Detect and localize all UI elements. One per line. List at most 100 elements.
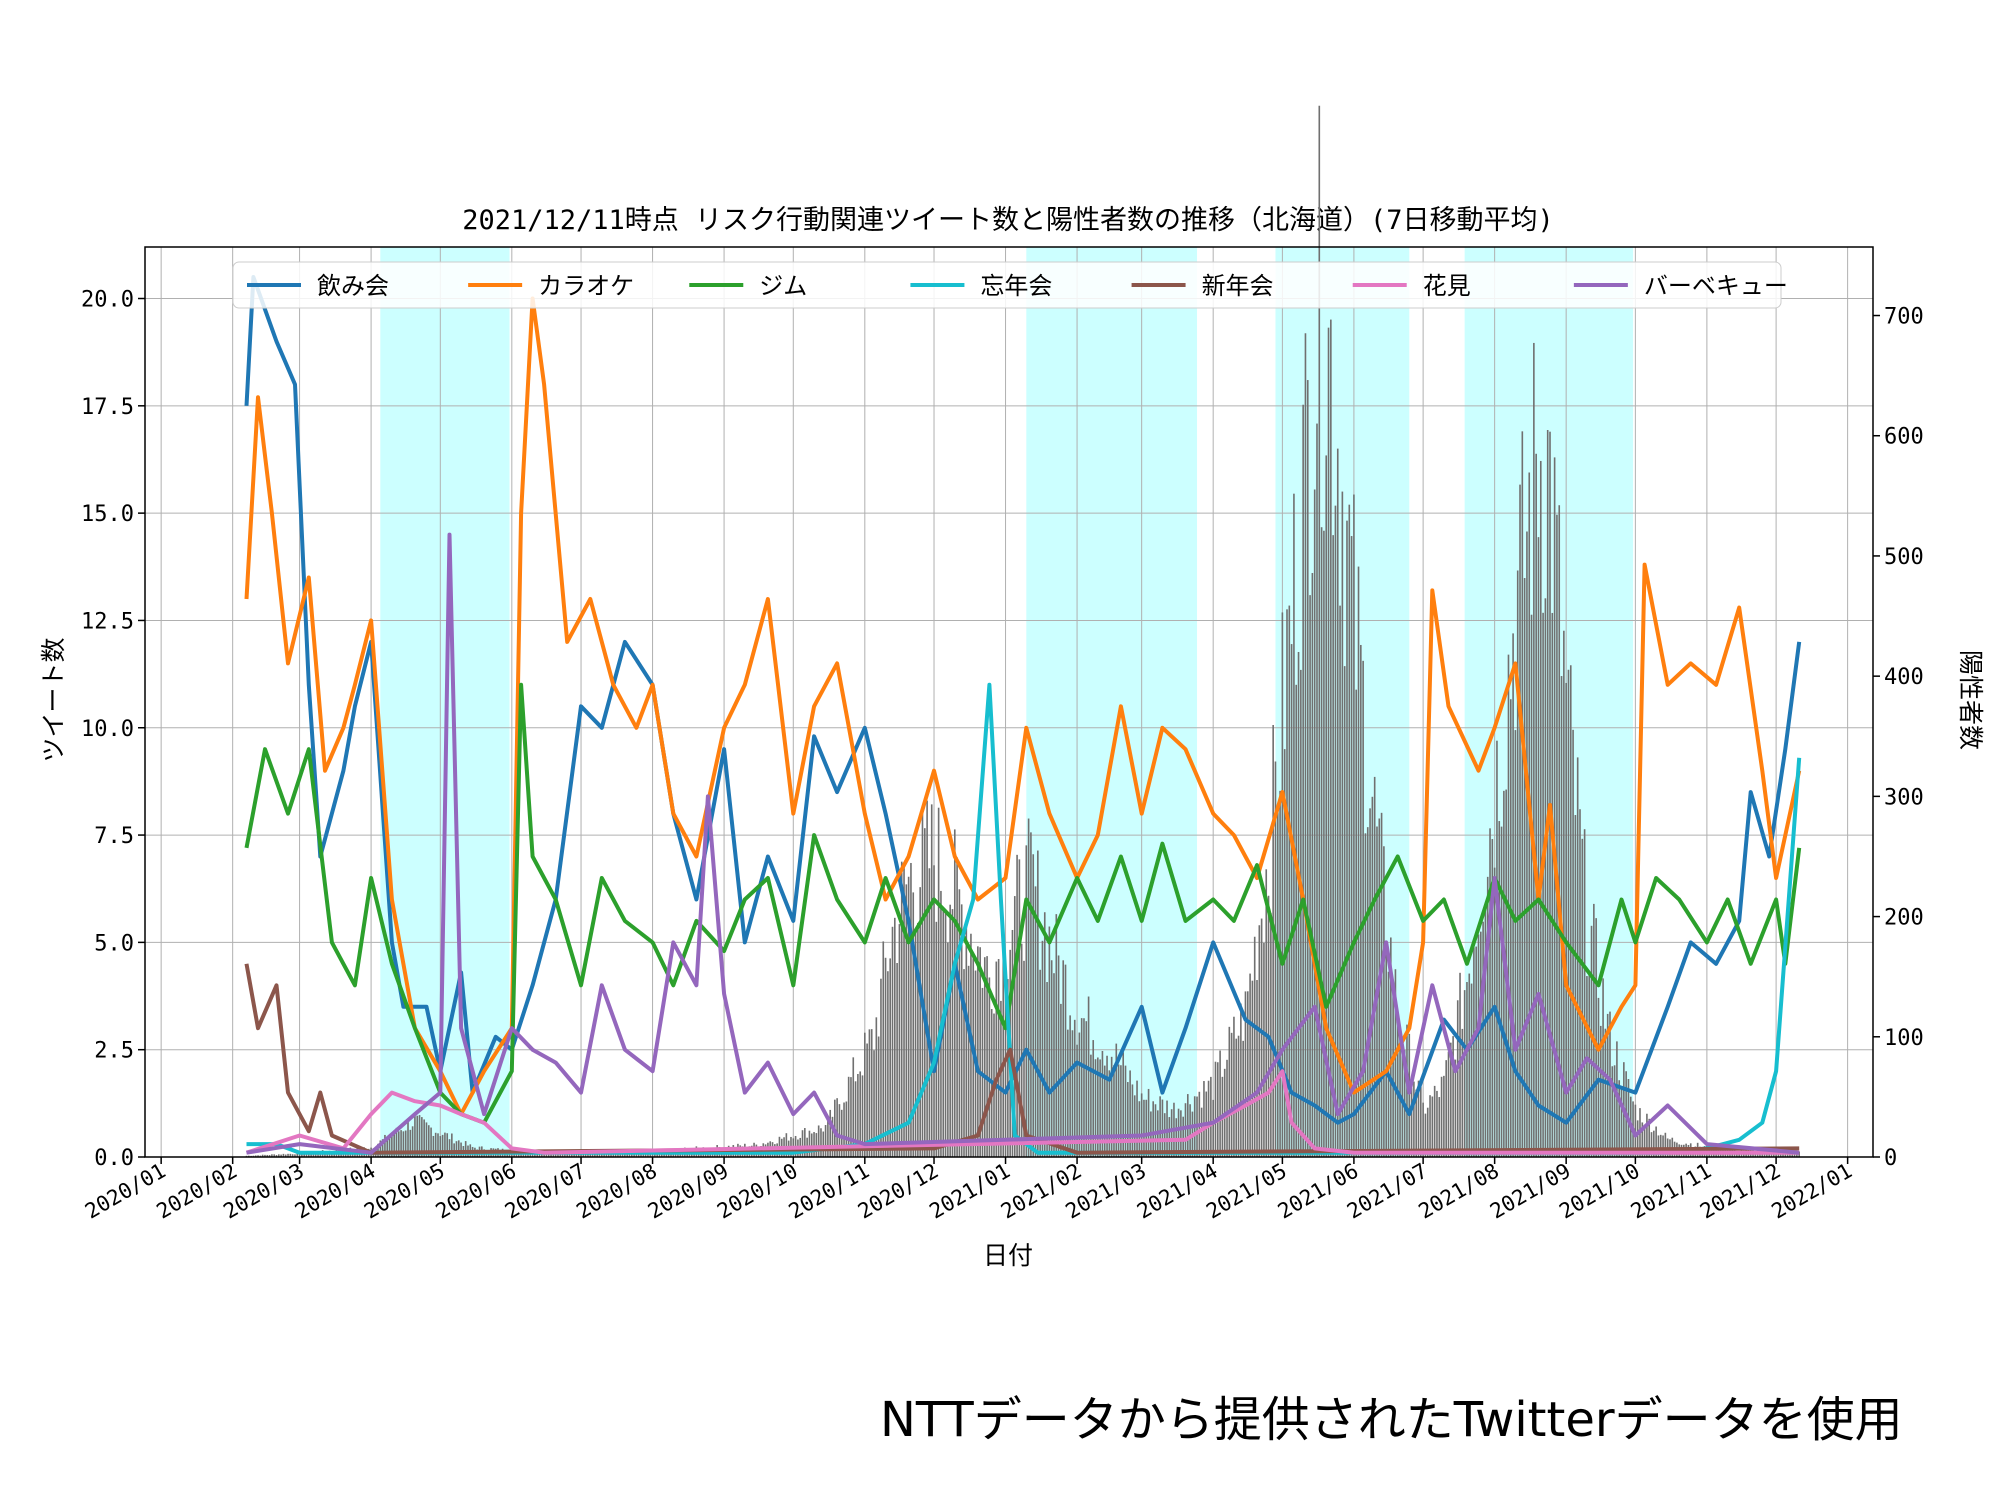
positives-bar	[1408, 1033, 1411, 1157]
positives-bar	[979, 947, 981, 1157]
positives-bar	[1288, 605, 1291, 1157]
positives-bar	[464, 1141, 467, 1157]
positives-bar	[1569, 665, 1572, 1157]
positives-bar	[446, 1133, 449, 1157]
positives-bar	[912, 892, 915, 1157]
legend-label: 花見	[1423, 272, 1471, 300]
positives-bar	[1415, 1089, 1418, 1157]
positives-bar	[254, 1155, 257, 1157]
positives-bar	[1581, 838, 1584, 1157]
positives-bar	[896, 963, 898, 1157]
legend-label: 飲み会	[317, 272, 389, 300]
positives-bar	[1235, 1038, 1238, 1157]
positives-bar	[875, 1017, 878, 1157]
positives-bar	[1127, 1082, 1129, 1157]
positives-bar	[397, 1131, 400, 1157]
positives-bar	[1648, 1118, 1651, 1157]
positives-bar	[850, 1077, 852, 1157]
positives-bar	[536, 1153, 539, 1157]
plot-area: 2020/012020/022020/032020/042020/052020/…	[81, 105, 1924, 1224]
positives-bar	[377, 1143, 379, 1157]
positives-bar	[294, 1154, 296, 1157]
positives-bar	[1383, 846, 1385, 1157]
positives-bar	[1519, 484, 1521, 1157]
positives-bar	[1542, 612, 1544, 1157]
positives-bar	[1611, 1066, 1614, 1157]
positives-bar	[1551, 612, 1554, 1157]
positives-bar	[1207, 1080, 1210, 1157]
positives-bar	[910, 862, 912, 1157]
positives-bar	[1662, 1135, 1664, 1157]
positives-bar	[1267, 895, 1270, 1157]
positives-bar	[1466, 982, 1468, 1157]
x-tick-label: 2020/08	[572, 1159, 661, 1224]
positives-bar	[388, 1136, 391, 1157]
positives-bar	[598, 1152, 601, 1157]
positives-bar	[1016, 854, 1018, 1157]
positives-bar	[421, 1117, 423, 1157]
positives-bar	[1514, 730, 1517, 1157]
positives-bar	[1574, 815, 1577, 1157]
positives-bar	[437, 1133, 439, 1157]
positives-bar	[1013, 896, 1016, 1157]
positives-bar	[1530, 614, 1533, 1157]
positives-bar	[1180, 1110, 1182, 1157]
positives-bar	[1002, 931, 1005, 1157]
x-tick-label: 2021/07	[1343, 1159, 1432, 1224]
positives-bar	[1037, 850, 1039, 1157]
positives-bar	[905, 884, 908, 1157]
positives-bar	[1327, 327, 1330, 1158]
positives-bar	[1087, 996, 1090, 1157]
y-tick-label: 15.0	[81, 502, 134, 527]
positives-bar	[808, 1130, 811, 1157]
positives-bar	[1020, 943, 1023, 1157]
positives-bar	[1544, 598, 1547, 1157]
x-tick-label: 2022/01	[1767, 1159, 1856, 1224]
positives-bar	[1657, 1135, 1660, 1157]
y2-tick-label: 100	[1884, 1026, 1924, 1051]
positives-bar	[1276, 810, 1279, 1157]
y2-tick-label: 500	[1884, 545, 1924, 570]
positives-bar	[1336, 448, 1339, 1157]
positives-bar	[1057, 955, 1060, 1157]
positives-bar	[1330, 319, 1332, 1157]
y2-tick-label: 0	[1884, 1146, 1897, 1171]
positives-bar	[587, 1153, 589, 1157]
positives-bar	[801, 1130, 804, 1157]
positives-bar	[1436, 1090, 1438, 1157]
positives-bar	[1083, 1018, 1085, 1157]
positives-bar	[534, 1152, 536, 1157]
positives-bar	[1046, 982, 1048, 1157]
series-line-year-end-party	[246, 682, 1802, 1155]
positives-bar	[1073, 1019, 1076, 1157]
positives-bar	[1133, 1095, 1136, 1157]
positives-bar	[430, 1127, 432, 1157]
positives-bar	[824, 1125, 827, 1157]
positives-bar	[1170, 1109, 1173, 1157]
positives-bar	[785, 1133, 788, 1157]
positives-bar	[400, 1130, 402, 1157]
positives-bar	[1000, 1000, 1002, 1157]
positives-bar	[386, 1139, 389, 1157]
positives-bar	[829, 1109, 832, 1157]
positives-bar	[1161, 1099, 1164, 1157]
positives-bar	[1316, 423, 1318, 1157]
positives-bar	[831, 1116, 834, 1157]
positives-bar	[840, 1109, 843, 1157]
positives-bar	[873, 1050, 875, 1157]
positives-bar	[1147, 1088, 1150, 1157]
positives-bar	[1438, 1097, 1441, 1157]
positives-bar	[963, 969, 965, 1157]
positives-bar	[1535, 453, 1537, 1157]
positives-bar	[1094, 1059, 1097, 1157]
positives-bar	[284, 1154, 287, 1157]
y2-tick-label: 700	[1884, 305, 1924, 330]
positives-bar	[432, 1135, 435, 1157]
positives-bar	[1253, 936, 1256, 1157]
positives-bar	[1664, 1132, 1667, 1157]
positives-bar	[261, 1154, 264, 1157]
positives-bar	[1219, 1050, 1221, 1157]
positives-bar	[434, 1132, 437, 1157]
positives-bar	[1533, 342, 1535, 1157]
